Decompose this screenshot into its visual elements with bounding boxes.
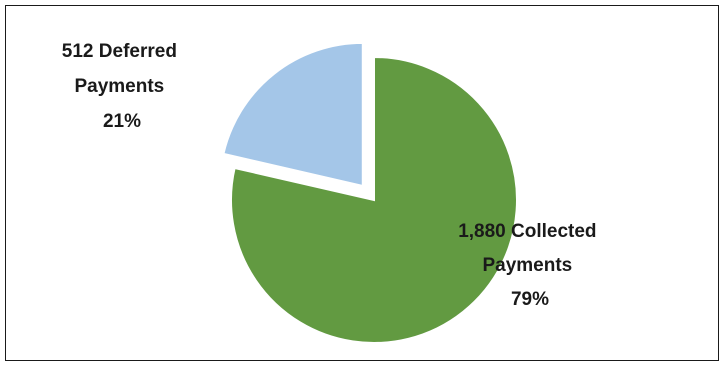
slice-label-collected: 1,880 Collected Payments 79% — [458, 221, 602, 310]
pie-labels: 1,880 Collected Payments 79% 512 Deferre… — [62, 41, 602, 310]
slice-label-deferred: 512 Deferred Payments 21% — [62, 41, 182, 132]
pie-slices — [222, 41, 518, 344]
pie-slice-deferred — [222, 41, 364, 188]
pie-slice-collected — [230, 55, 518, 344]
